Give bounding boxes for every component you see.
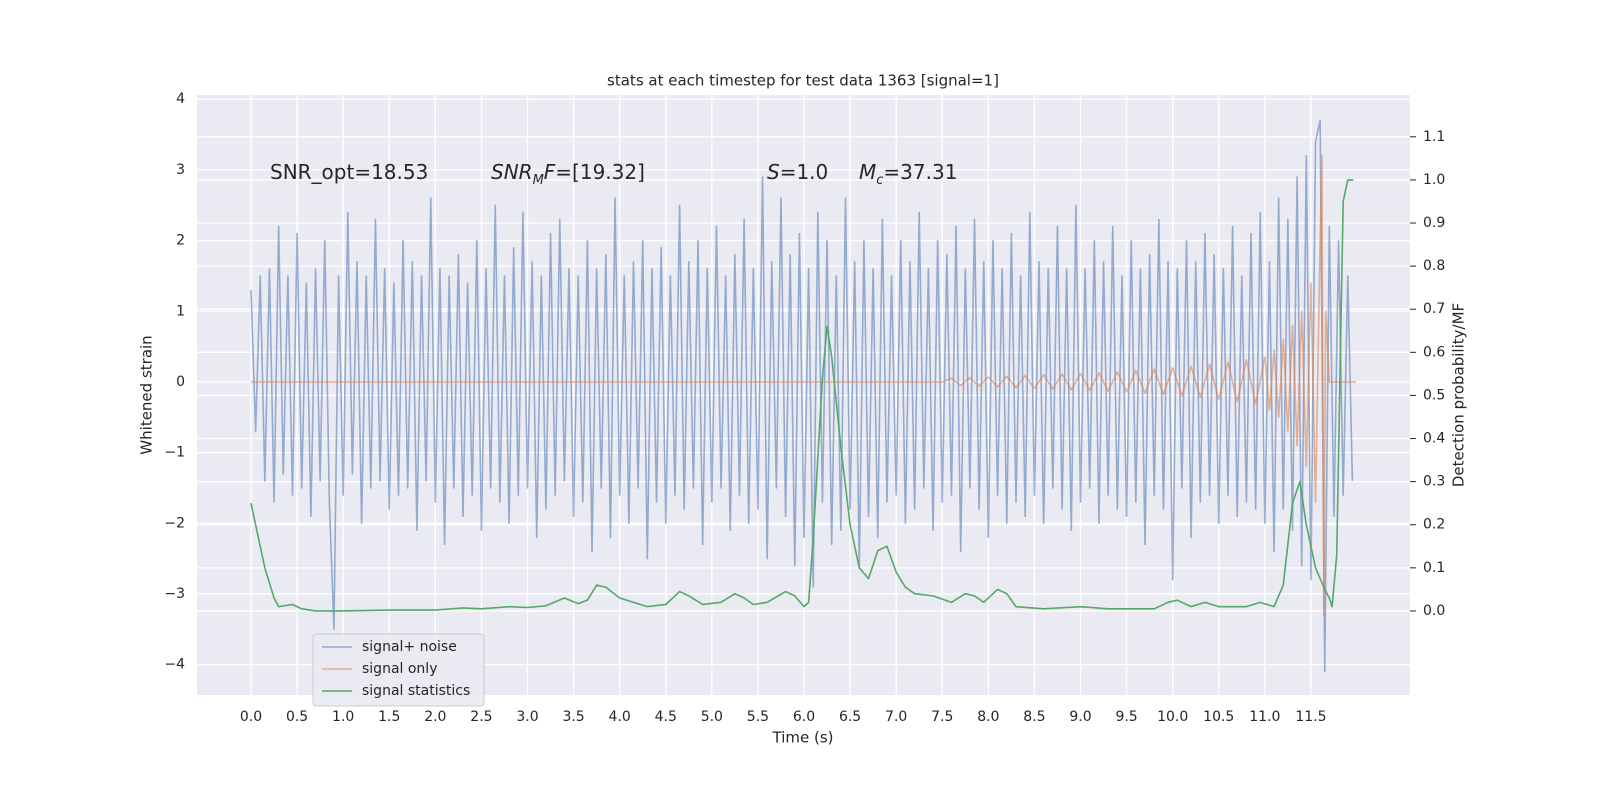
x-tick-label: 3.5 [562,709,584,725]
y-axis-label: Whitened strain [138,335,156,454]
legend-label: signal only [362,661,437,677]
y2-tick-label: 0.6 [1423,344,1445,360]
y2-tick-label: 1.1 [1423,129,1445,145]
x-tick-label: 2.5 [470,709,492,725]
y-tick-label: 4 [176,91,185,107]
series-line [250,119,1354,673]
annotation-part: SNR [491,160,533,184]
annotation-part: M [533,173,544,188]
y-tick-label: 0 [176,374,185,390]
y2-tick-label: 0.1 [1423,560,1445,576]
annotation-part: SNR_opt=18.53 [270,160,428,184]
y-tick-label: −1 [164,445,185,461]
y2-tick-label: 0.5 [1423,387,1445,403]
annotation-part: =[19.32] [555,160,645,184]
x-tick-label: 0.5 [286,709,308,725]
series-line [251,154,1357,616]
chart-title: stats at each timestep for test data 136… [607,72,999,90]
labels: 0.0 0.5 1.0 1.5 2.0 2.5 3.0 3.5 4.0 4.5 5.0 5.5 6.0 6… [164,91,1445,725]
legend-label: signal+ noise [362,639,457,655]
y-tick-label: 2 [176,233,185,249]
y2-axis-label: Detection probability/MF [1450,303,1468,487]
x-tick-label: 1.0 [332,709,354,725]
y-tick-label: −3 [164,586,185,602]
y-tick-label: 1 [176,303,185,319]
annotation: Mc=37.31 [859,160,957,189]
legend-label: signal statistics [362,683,470,699]
x-tick-label: 10.5 [1203,709,1234,725]
x-tick-label: 6.0 [793,709,815,725]
grid [197,95,1410,695]
x-tick-label: 5.0 [701,709,723,725]
y2-tick-label: 0.3 [1423,474,1445,490]
y2-tick-label: 0.8 [1423,258,1445,274]
series-line [250,179,1354,612]
y2-tick-label: 0.9 [1423,215,1445,231]
x-tick-label: 9.0 [1069,709,1091,725]
annotation-part: =1.0 [780,160,829,184]
x-tick-label: 6.5 [839,709,861,725]
y2-tick-label: 1.0 [1423,172,1445,188]
x-tick-label: 8.5 [1023,709,1045,725]
annotation-part: M [859,160,876,184]
y-tick-label: −4 [164,657,185,673]
x-tick-label: 1.5 [378,709,400,725]
x-axis-label: Time (s) [772,729,834,747]
y-tick-label: −2 [164,515,185,531]
x-tick-label: 4.5 [655,709,677,725]
x-tick-label: 7.0 [885,709,907,725]
legend-box [312,633,485,707]
y2-tick-label: 0.2 [1423,517,1445,533]
annotation: S=1.0 [767,160,828,184]
annotation-part: =37.31 [883,160,957,184]
y2-tick-label: 0.4 [1423,431,1445,447]
annotation: SNRMF=[19.32] [491,160,645,189]
annotation-part: F [544,160,556,184]
x-tick-label: 2.0 [424,709,446,725]
x-tick-label: 9.5 [1115,709,1137,725]
x-tick-label: 11.0 [1249,709,1280,725]
x-tick-label: 5.5 [747,709,769,725]
x-tick-label: 11.5 [1295,709,1326,725]
x-tick-label: 8.0 [977,709,999,725]
annotation-part: S [767,160,780,184]
annotation-part: c [876,173,883,188]
plot-lines [250,119,1357,673]
annotation: SNR_opt=18.53 [270,160,428,184]
y2-tick-label: 0.7 [1423,301,1445,317]
x-tick-label: 10.0 [1157,709,1188,725]
y-tick-label: 3 [176,162,185,178]
x-tick-label: 0.0 [240,709,262,725]
x-tick-label: 7.5 [931,709,953,725]
x-tick-label: 3.0 [516,709,538,725]
y2-tick-label: 0.0 [1423,603,1445,619]
x-tick-label: 4.0 [609,709,631,725]
